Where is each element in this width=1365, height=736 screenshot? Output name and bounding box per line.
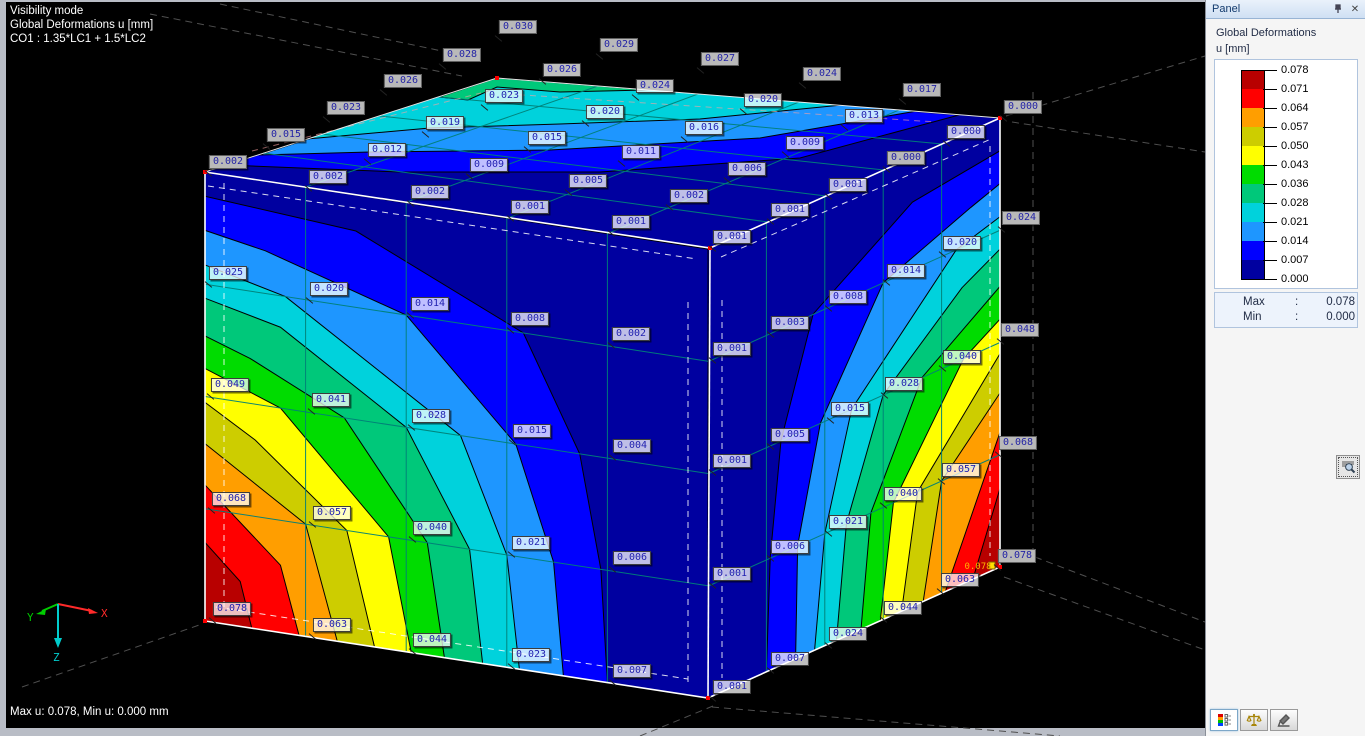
legend-tick-value: 0.036 [1281, 178, 1309, 190]
legend-tick-value: 0.000 [1281, 273, 1309, 285]
legend-tick-value: 0.014 [1281, 235, 1309, 247]
construction-dashed-lines [21, 3, 1206, 736]
legend-color-block [1241, 241, 1265, 261]
panel-tab-strip [1210, 709, 1298, 731]
legend-color-block [1241, 203, 1265, 223]
min-value: 0.000 [1326, 311, 1355, 323]
legend-tick-value: 0.057 [1281, 121, 1309, 133]
legend-tick-value: 0.028 [1281, 197, 1309, 209]
panel-body: Global Deformations u [mm] 0.078 0.071 0.0… [1206, 19, 1365, 736]
tab-factors[interactable] [1240, 709, 1268, 731]
legend-color-block [1241, 165, 1265, 185]
results-panel: Panel ✕ Global Deformations u [mm] 0.078… [1205, 0, 1365, 736]
legend-tick [1263, 146, 1277, 147]
legend-tick-value: 0.071 [1281, 83, 1309, 95]
tab-color-scale[interactable] [1210, 709, 1238, 731]
min-label: Min [1243, 311, 1262, 323]
legend-tick [1263, 108, 1277, 109]
panel-titlebar[interactable]: Panel ✕ [1206, 0, 1365, 19]
legend-tick-value: 0.064 [1281, 102, 1309, 114]
legend-tick [1263, 89, 1277, 90]
legend-tick [1263, 70, 1277, 71]
legend-tick [1263, 279, 1277, 280]
legend-color-block [1241, 70, 1265, 91]
microscope-tool-icon [1276, 713, 1290, 727]
extremes-box: Max: 0.078 Min: 0.000 [1214, 292, 1358, 328]
legend-tick [1263, 184, 1277, 185]
balance-scales-icon [1246, 713, 1262, 726]
axis-y-label: Y [27, 611, 34, 624]
color-scale-icon [1217, 713, 1231, 726]
legend-tick-value: 0.007 [1281, 254, 1309, 266]
panel-result-unit: u [mm] [1216, 43, 1250, 55]
legend-color-block [1241, 108, 1265, 128]
axis-x-label: X [101, 607, 108, 620]
legend-tick-value: 0.021 [1281, 216, 1309, 228]
legend-color-block [1241, 146, 1265, 166]
close-icon[interactable]: ✕ [1350, 3, 1360, 15]
result-type-text: Global Deformations u [mm] [10, 19, 154, 31]
legend-tick-value: 0.078 [1281, 64, 1309, 76]
axes-triad: X Y Z [27, 603, 108, 664]
legend-options-button[interactable] [1336, 455, 1360, 479]
fe-mesh-lines [204, 85, 1001, 683]
legend-color-block [1241, 89, 1265, 109]
legend-color-block [1241, 184, 1265, 204]
legend-tick [1263, 203, 1277, 204]
legend-color-block [1241, 260, 1265, 280]
max-min-status-text: Max u: 0.078, Min u: 0.000 mm [10, 706, 169, 718]
tab-filter[interactable] [1270, 709, 1298, 731]
axis-z-label: Z [53, 651, 60, 664]
result-info-overlay: Visibility mode Global Deformations u [m… [10, 4, 153, 46]
max-label: Max [1243, 296, 1265, 308]
legend-tick-value: 0.050 [1281, 140, 1309, 152]
legend-tick [1263, 260, 1277, 261]
legend-tick [1263, 127, 1277, 128]
color-scale-legend: 0.078 0.071 0.064 0.057 0.050 0.043 0.036 0.028… [1214, 59, 1358, 289]
legend-tick [1263, 222, 1277, 223]
legend-color-block [1241, 127, 1265, 147]
undeformed-shape-dashed-lines [207, 92, 992, 684]
panel-result-title: Global Deformations [1216, 27, 1317, 39]
visibility-mode-text: Visibility mode [10, 5, 84, 17]
magnifier-icon [1342, 461, 1356, 474]
legend-color-block [1241, 222, 1265, 242]
legend-tick [1263, 165, 1277, 166]
pin-icon[interactable] [1331, 2, 1345, 16]
node-corner-markers [203, 76, 1002, 700]
max-value: 0.078 [1326, 296, 1355, 308]
legend-tick [1263, 241, 1277, 242]
legend-tick-value: 0.043 [1281, 159, 1309, 171]
panel-title: Panel [1212, 3, 1241, 15]
load-combination-text: CO1 : 1.35*LC1 + 1.5*LC2 [10, 33, 146, 45]
